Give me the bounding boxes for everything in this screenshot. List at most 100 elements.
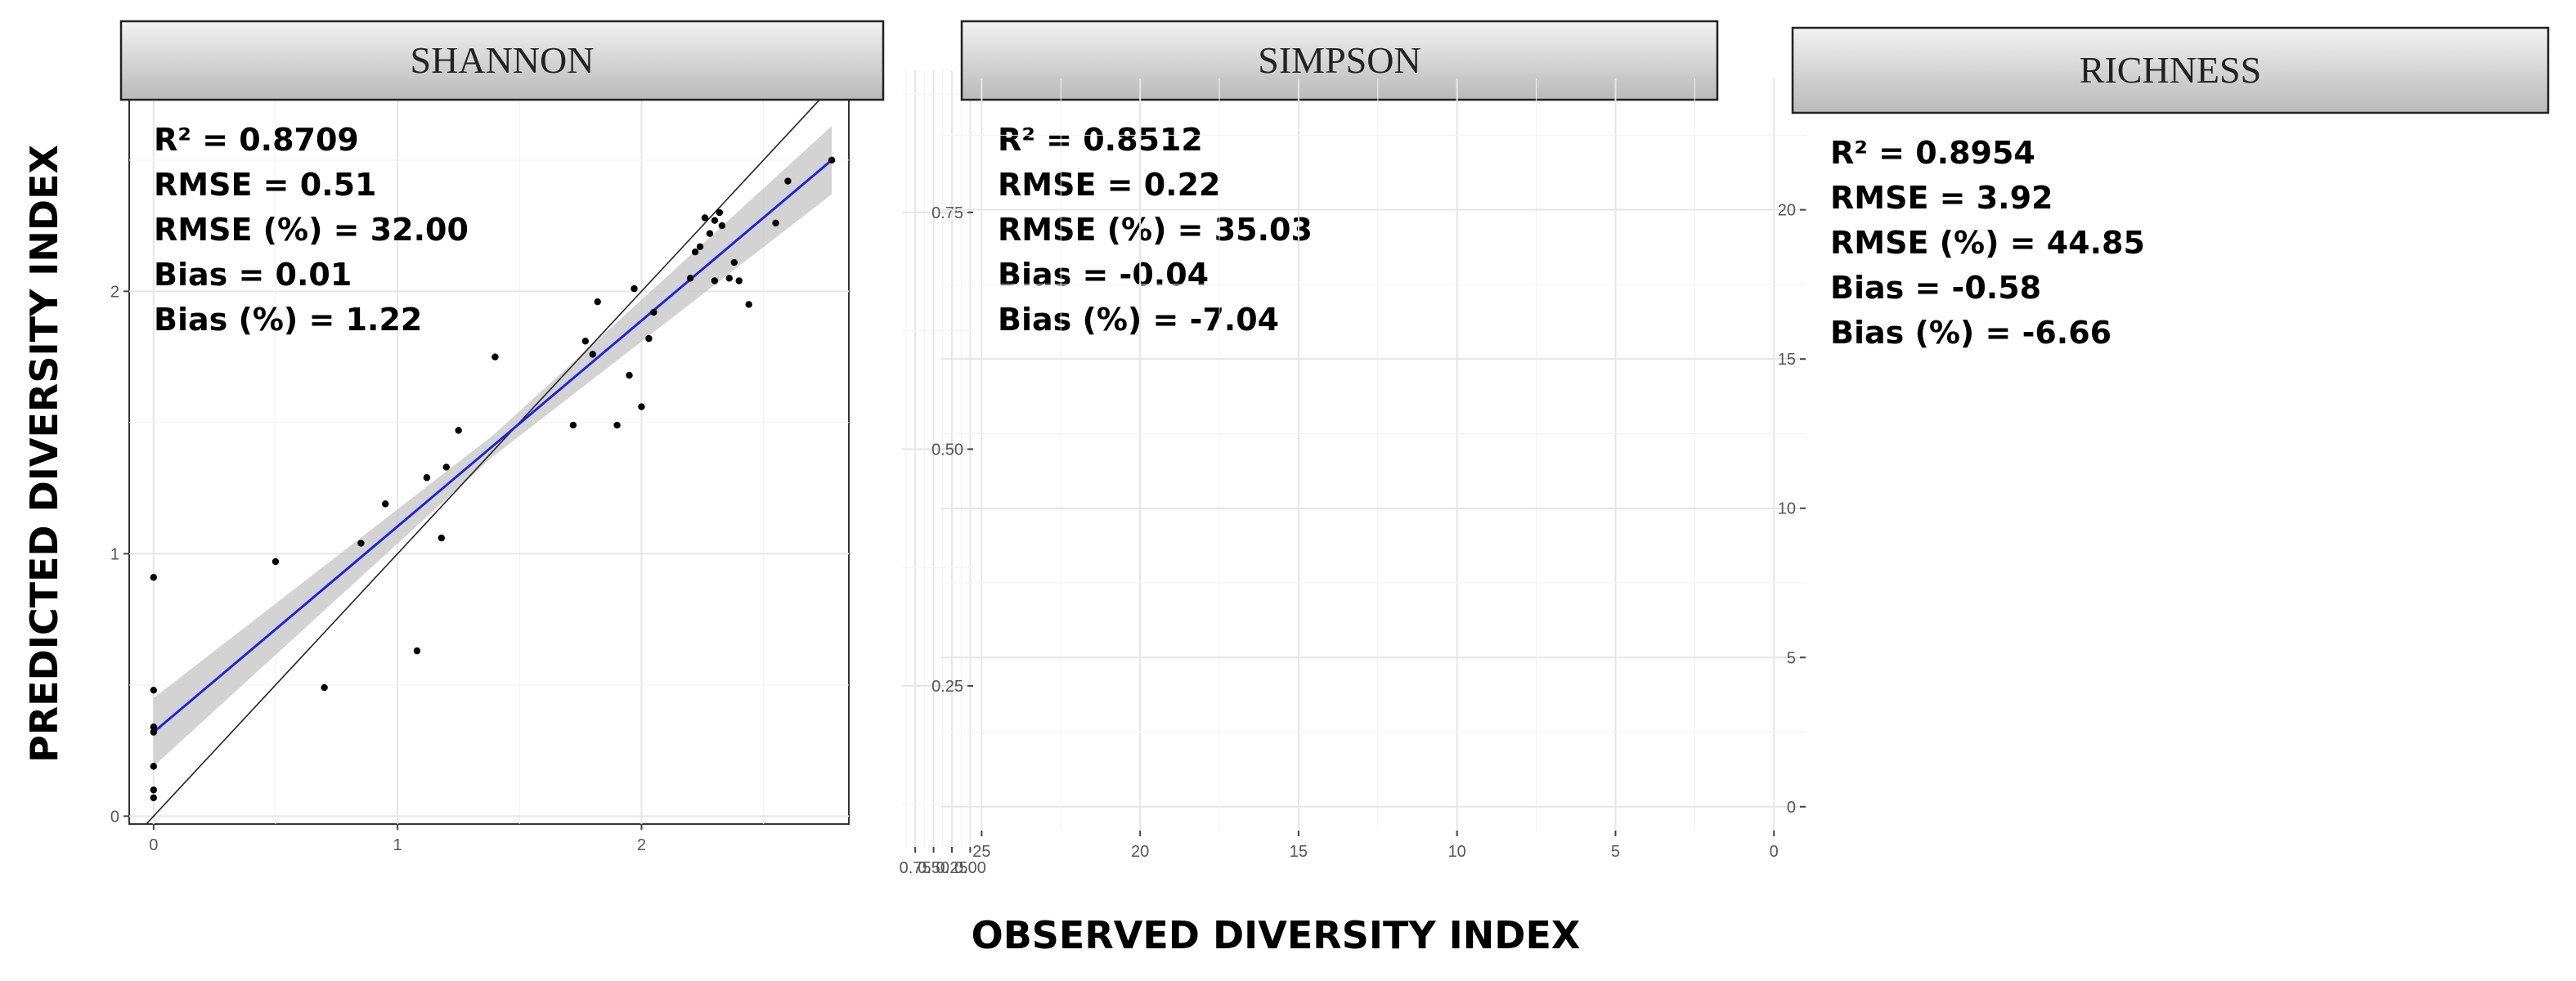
richness-y-tick-label: 20 xyxy=(1778,202,1796,220)
simpson-data-point xyxy=(922,342,929,348)
richness-data-point xyxy=(1644,616,1650,622)
shannon-y-tick-label: 0 xyxy=(110,808,119,826)
shannon-data-point xyxy=(594,298,601,306)
richness-strip xyxy=(1791,26,2550,114)
shannon-data-point xyxy=(150,728,158,736)
simpson-y-tick-label: 0.75 xyxy=(931,204,963,222)
shannon-y-tick-label: 2 xyxy=(110,283,119,301)
shannon-data-point xyxy=(706,230,714,237)
richness-x-tick-label: 0 xyxy=(1770,843,1779,861)
richness-stat-line: R² = 0.8954 xyxy=(1830,135,2035,171)
shannon-stat-line: Bias = 0.01 xyxy=(154,257,352,293)
shannon-x-tick-label: 0 xyxy=(149,836,158,854)
simpson-data-point xyxy=(936,531,943,537)
shannon-stat-line: RMSE = 0.51 xyxy=(154,167,376,203)
shannon-data-point xyxy=(716,208,724,217)
simpson-grid xyxy=(902,70,973,847)
richness-x-tick-label: 5 xyxy=(1611,843,1620,861)
y-axis-title: PREDICTED DIVERSITY INDEX xyxy=(22,145,66,763)
shannon-data-point xyxy=(645,334,653,343)
simpson-data-point xyxy=(900,114,907,121)
richness-stat-line: Bias = -0.58 xyxy=(1830,270,2041,306)
shannon-data-point xyxy=(150,794,158,802)
shannon-data-point xyxy=(150,687,158,694)
shannon-data-point xyxy=(491,353,499,361)
shannon-panel-title: SHANNON xyxy=(411,39,595,81)
simpson-data-point xyxy=(904,123,910,130)
richness-stat-line: RMSE (%) = 44.85 xyxy=(1830,225,2145,261)
richness-data-point xyxy=(1358,478,1365,485)
shannon-data-point xyxy=(442,464,450,471)
simpson-data-point xyxy=(917,512,923,518)
richness-data-point xyxy=(1422,437,1429,443)
simpson-plot-content xyxy=(900,42,974,961)
richness-data-point xyxy=(1517,529,1524,535)
shannon-panel: 0 1 2 0 1 2 SHANNON R² = 0.8709 RMSE = 0.51 RMSE … xyxy=(110,20,885,854)
simpson-stat-line: Bias = -0.04 xyxy=(998,257,1209,293)
simpson-data-point xyxy=(907,332,913,338)
richness-x-tick-label: 25 xyxy=(972,843,990,861)
shannon-plot-content xyxy=(145,100,836,824)
shannon-data-point xyxy=(382,500,389,508)
simpson-stat-line: RMSE = 0.22 xyxy=(998,167,1220,203)
shannon-data-point xyxy=(772,219,779,227)
shannon-data-point xyxy=(631,284,638,293)
richness-stat-line: Bias (%) = -6.66 xyxy=(1830,315,2112,351)
shannon-data-point xyxy=(150,723,158,731)
simpson-data-point xyxy=(904,142,910,149)
shannon-data-point xyxy=(150,763,158,770)
richness-data-point xyxy=(1739,681,1745,688)
shannon-data-point xyxy=(569,421,577,429)
richness-data-point xyxy=(1708,770,1714,777)
shannon-data-point xyxy=(581,338,590,345)
simpson-data-point xyxy=(904,105,911,111)
richness-y-tick-label: 15 xyxy=(1778,351,1796,369)
richness-data-point xyxy=(1422,562,1429,568)
richness-data-point xyxy=(1326,421,1333,428)
richness-stat-line: RMSE = 3.92 xyxy=(1830,180,2053,216)
shannon-data-point xyxy=(438,534,446,542)
shannon-one-to-one-line xyxy=(145,100,821,824)
richness-data-point xyxy=(1676,678,1682,684)
richness-data-point xyxy=(1644,645,1650,652)
richness-data-point xyxy=(1390,484,1397,490)
shannon-data-point xyxy=(357,540,365,547)
shannon-data-point xyxy=(589,351,596,358)
simpson-data-point xyxy=(919,237,926,244)
simpson-x-tick-label: 0.00 xyxy=(954,859,986,877)
shannon-y-tick-label: 1 xyxy=(110,545,119,563)
simpson-data-point xyxy=(908,171,914,177)
richness-y-tick-label: 0 xyxy=(1787,799,1796,817)
x-axis-title: OBSERVED DIVERSITY INDEX xyxy=(972,913,1581,957)
simpson-x-tick-label: 0.50 xyxy=(918,859,949,877)
shannon-x-tick-label: 1 xyxy=(393,836,402,854)
shannon-data-point xyxy=(613,421,621,429)
simpson-x-tick-label: 0.25 xyxy=(936,859,968,877)
shannon-data-point xyxy=(686,275,694,282)
shannon-data-point xyxy=(638,403,645,410)
richness-panel-title: RICHNESS xyxy=(2080,49,2261,91)
richness-data-point xyxy=(1326,341,1333,347)
simpson-strip xyxy=(960,20,1719,101)
shannon-data-point xyxy=(725,275,734,282)
simpson-data-point xyxy=(918,218,924,225)
simpson-data-point xyxy=(900,266,907,272)
shannon-data-point xyxy=(626,371,633,379)
shannon-x-tick-label: 2 xyxy=(637,836,646,854)
shannon-data-point xyxy=(701,214,709,222)
simpson-stat-line: R² = 0.8512 xyxy=(998,122,1203,158)
shannon-data-point xyxy=(272,558,280,566)
simpson-data-point xyxy=(915,247,922,253)
shannon-data-point xyxy=(321,683,328,692)
richness-data-point xyxy=(1358,460,1365,467)
shannon-data-point xyxy=(650,308,657,316)
richness-y-tick-label: 10 xyxy=(1778,500,1796,518)
richness-panel: 0 5 10 15 20 25 0 5 10 15 20 RICHNESS R² = 0.8954 RMS… xyxy=(940,26,2550,861)
richness-data-point xyxy=(1232,385,1238,392)
simpson-one-to-one-line xyxy=(902,42,973,961)
shannon-data-point xyxy=(691,248,699,256)
shannon-stat-line: R² = 0.8709 xyxy=(154,122,359,158)
simpson-data-point xyxy=(926,284,932,291)
shannon-stat-line: RMSE (%) = 32.00 xyxy=(154,212,469,248)
